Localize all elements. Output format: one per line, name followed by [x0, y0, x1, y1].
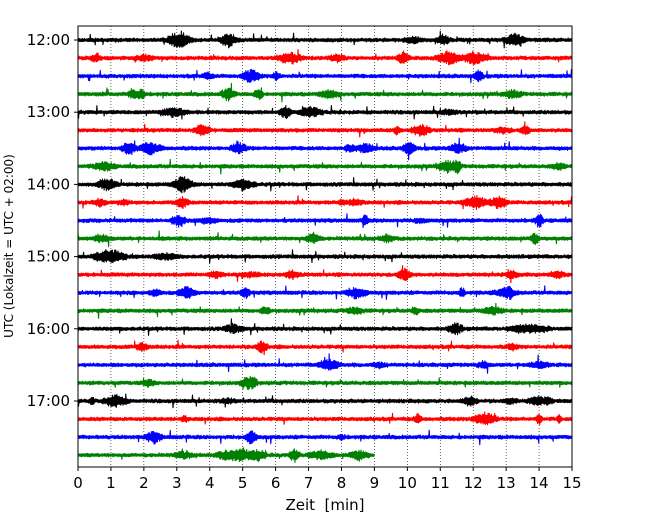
trace-1215 — [77, 49, 573, 66]
x-tick-label-7: 7 — [304, 474, 314, 492]
trace-1200 — [77, 30, 573, 49]
trace-1245 — [77, 82, 573, 103]
trace-1745 — [77, 447, 375, 463]
trace-1330 — [77, 137, 573, 161]
x-tick-label-3: 3 — [172, 474, 182, 492]
y-axis-label: UTC (Lokalzeit = UTC + 02:00) — [2, 154, 16, 338]
trace-1315 — [77, 121, 573, 138]
x-tick-label-8: 8 — [337, 474, 347, 492]
trace-1730 — [77, 429, 573, 446]
plot-frame — [77, 25, 573, 468]
trace-1445 — [77, 230, 573, 248]
x-tick-label-14: 14 — [530, 474, 549, 492]
trace-1645 — [77, 375, 573, 391]
x-tick-label-10: 10 — [398, 474, 417, 492]
x-axis-label: Zeit [min] — [285, 496, 364, 514]
trace-1615 — [77, 339, 573, 356]
x-tick-label-12: 12 — [464, 474, 483, 492]
trace-1545 — [77, 302, 573, 319]
y-axis: 12:00 13:00 14:00 15:00 16:00 17:00 — [27, 31, 78, 410]
x-tick-label-0: 0 — [73, 474, 83, 492]
x-tick-label-4: 4 — [205, 474, 215, 492]
x-tick-label-5: 5 — [238, 474, 248, 492]
y-tick-label-1200: 12:00 — [27, 31, 70, 49]
trace-1230 — [77, 68, 573, 84]
x-axis: 0 1 2 3 4 5 6 7 8 9 10 11 12 13 14 15 — [73, 467, 582, 492]
trace-1515 — [77, 265, 573, 284]
trace-1715 — [77, 411, 573, 426]
x-tick-label-1: 1 — [106, 474, 116, 492]
x-tick-label-9: 9 — [370, 474, 380, 492]
y-tick-label-1700: 17:00 — [27, 392, 70, 410]
y-tick-label-1600: 16:00 — [27, 320, 70, 338]
y-tick-label-1500: 15:00 — [27, 248, 70, 266]
trace-1430 — [77, 213, 573, 229]
x-tick-label-13: 13 — [497, 474, 516, 492]
x-tick-label-11: 11 — [431, 474, 450, 492]
trace-1530 — [77, 285, 573, 300]
trace-1415 — [77, 194, 573, 211]
trace-1600 — [77, 318, 573, 336]
x-tick-label-2: 2 — [139, 474, 149, 492]
x-tick-label-15: 15 — [562, 474, 581, 492]
x-tick-label-6: 6 — [271, 474, 281, 492]
trace-1700 — [77, 393, 573, 409]
trace-1500 — [77, 249, 573, 264]
y-tick-label-1400: 14:00 — [27, 175, 70, 193]
trace-1345 — [77, 158, 573, 175]
trace-1400 — [77, 175, 573, 194]
trace-layer — [77, 30, 573, 463]
y-tick-label-1300: 13:00 — [27, 103, 70, 121]
trace-1300 — [77, 105, 573, 120]
trace-1630 — [77, 353, 573, 374]
